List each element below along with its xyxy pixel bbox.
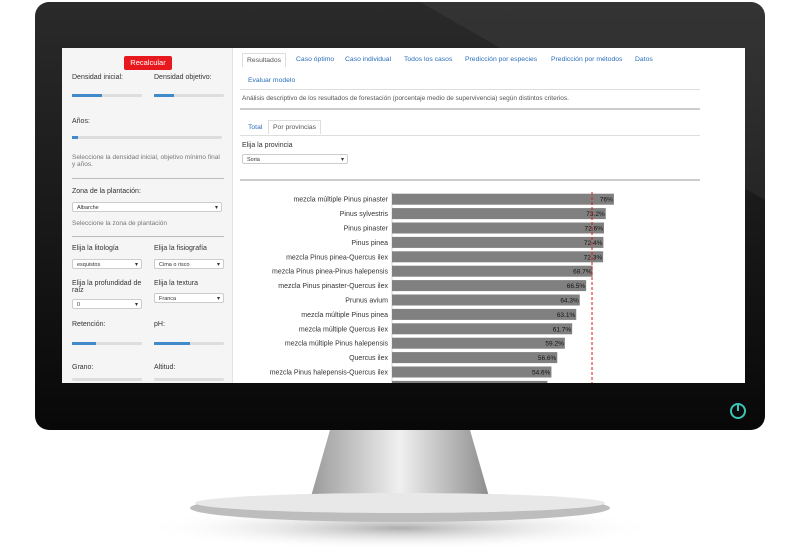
- slider[interactable]: [154, 378, 224, 381]
- label: Elija la fisiografía: [154, 245, 207, 252]
- category-label: mezcla Pinus pinea-Quercus ilex: [286, 254, 388, 261]
- label: Densidad inicial:: [72, 74, 123, 81]
- select[interactable]: Cima o risco: [154, 259, 224, 270]
- category-label: mezcla Pinus pinea-Pinus halepensis: [272, 269, 388, 276]
- slider[interactable]: [72, 94, 142, 97]
- bar: [392, 352, 558, 364]
- value-label: 64.3%: [560, 298, 579, 305]
- bar: [392, 323, 573, 335]
- slider[interactable]: [154, 94, 224, 97]
- divider: [72, 178, 224, 179]
- label: Elija la textura: [154, 280, 198, 287]
- recalc-button[interactable]: Recalcular: [124, 56, 172, 70]
- divider: [72, 236, 224, 237]
- label: Grano:: [72, 364, 94, 371]
- slider[interactable]: [72, 378, 142, 381]
- tab[interactable]: Predicción por especies: [465, 56, 538, 63]
- bar: [392, 366, 552, 378]
- divider: [240, 108, 700, 110]
- label: Densidad objetivo:: [154, 74, 212, 81]
- divider: [240, 179, 700, 181]
- category-label: mezcla múltiple Pinus pinea: [301, 312, 388, 319]
- subtab[interactable]: Total: [248, 124, 263, 131]
- value-label: 68.7%: [573, 269, 592, 276]
- divider: [240, 89, 700, 90]
- category-label: Pinus pinea: [351, 240, 388, 247]
- value-label: 76%: [600, 197, 613, 204]
- category-label: Pinus sylvestris: [340, 211, 389, 218]
- subtab[interactable]: Por provincias: [268, 120, 322, 134]
- select[interactable]: Albarche: [72, 202, 222, 213]
- category-label: Pinus pinaster: [344, 226, 389, 233]
- bar: [392, 193, 614, 205]
- value-label: 72.6%: [585, 226, 604, 233]
- category-label: mezcla múltiple Pinus halepensis: [285, 341, 389, 348]
- category-label: mezcla múltiple Quercus ilex: [299, 326, 389, 333]
- tab[interactable]: Evaluar modelo: [248, 77, 296, 84]
- label: Elija la litología: [72, 245, 119, 252]
- tab[interactable]: Resultados: [242, 53, 287, 67]
- value-label: 72.3%: [584, 254, 603, 261]
- value-label: 56.6%: [538, 355, 557, 362]
- tab[interactable]: Todos los casos: [404, 56, 453, 63]
- bar: [392, 251, 604, 263]
- screen: Recalcular Densidad inicial: Densidad ob…: [62, 48, 745, 383]
- help-text: Seleccione la zona de plantación: [72, 220, 168, 227]
- slider[interactable]: [154, 342, 224, 345]
- description: Análisis descriptivo de los resultados d…: [242, 95, 569, 102]
- label: Años:: [72, 118, 90, 125]
- help-text: Seleccione la densidad inicial, objetivo…: [72, 154, 220, 168]
- label: Retención:: [72, 321, 106, 328]
- bar: [392, 265, 593, 277]
- bar: [392, 222, 604, 234]
- value-label: 54.6%: [532, 370, 551, 377]
- category-label: Quercus ilex: [349, 355, 388, 362]
- tab[interactable]: Caso óptimo: [296, 56, 335, 63]
- label: Elija la profundidad de raíz: [72, 280, 142, 294]
- value-label: 72.4%: [584, 240, 603, 247]
- select[interactable]: Franca: [154, 293, 224, 304]
- value-label: 61.7%: [553, 326, 572, 333]
- tab[interactable]: Datos: [635, 56, 653, 63]
- category-label: mezcla Pinus halepensis-Quercus ilex: [270, 370, 389, 377]
- category-label: mezcla múltiple Pinus pinaster: [293, 197, 388, 204]
- category-label: Prunus avium: [345, 298, 388, 305]
- category-label: mezcla Pinus pinaster-Quercus ilex: [278, 283, 388, 290]
- value-label: 63.1%: [557, 312, 576, 319]
- sidebar: Recalcular Densidad inicial: Densidad ob…: [62, 48, 233, 383]
- chart: mezcla múltiple Pinus pinaster 76% Pinus s…: [270, 192, 614, 383]
- value-label: 66.5%: [567, 283, 586, 290]
- bar: [392, 236, 604, 248]
- divider: [240, 135, 700, 136]
- label: pH:: [154, 321, 165, 328]
- tab[interactable]: Predicción por métodos: [551, 56, 623, 63]
- bar: [392, 294, 580, 306]
- bar: [392, 380, 548, 383]
- tab[interactable]: Caso individual: [345, 56, 392, 63]
- slider[interactable]: [72, 342, 142, 345]
- label: Altitud:: [154, 364, 176, 371]
- bar: [392, 208, 606, 220]
- select[interactable]: Soria: [242, 154, 348, 165]
- select[interactable]: esquistos: [72, 259, 142, 270]
- bar: [392, 308, 577, 320]
- value-label: 59.2%: [545, 341, 564, 348]
- label: Elija la provincia: [242, 142, 293, 149]
- label: Zona de la plantación:: [72, 188, 141, 195]
- bar: [392, 280, 587, 292]
- slider[interactable]: [72, 136, 222, 139]
- value-label: 73.2%: [586, 211, 605, 218]
- bar: [392, 337, 565, 349]
- select[interactable]: 0: [72, 299, 142, 310]
